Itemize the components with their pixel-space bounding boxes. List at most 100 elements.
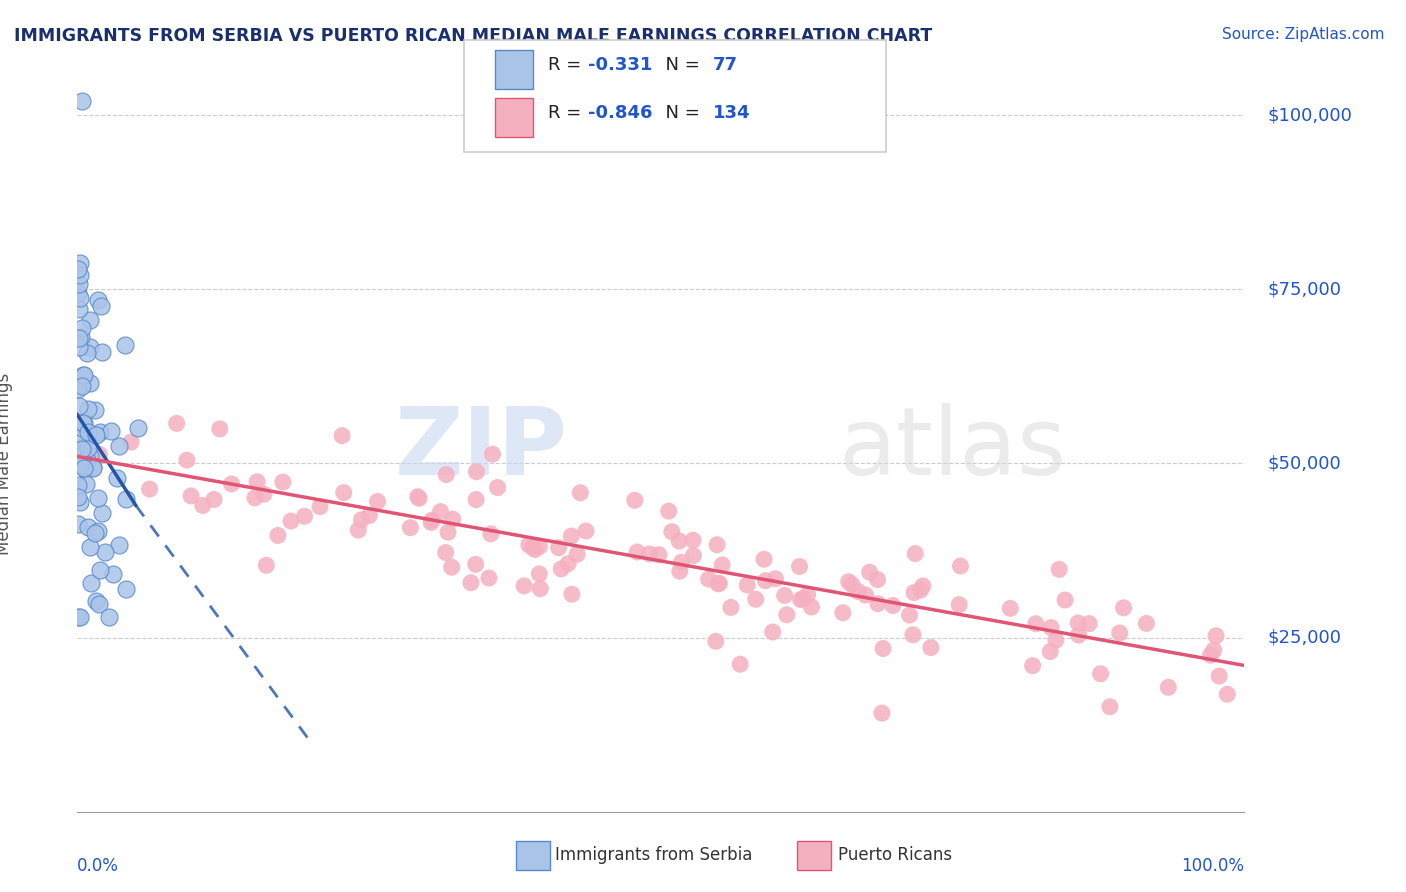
- Point: [294, 509, 316, 524]
- Point: [831, 606, 853, 620]
- Text: $75,000: $75,000: [1268, 280, 1341, 298]
- Point: [105, 470, 128, 484]
- Point: [524, 542, 547, 557]
- Point: [949, 559, 972, 574]
- Point: [76, 453, 98, 467]
- Text: IMMIGRANTS FROM SERBIA VS PUERTO RICAN MEDIAN MALE EARNINGS CORRELATION CHART: IMMIGRANTS FROM SERBIA VS PUERTO RICAN M…: [14, 27, 932, 45]
- Point: [522, 541, 544, 555]
- Point: [309, 500, 332, 514]
- Point: [69, 376, 91, 391]
- Point: [903, 585, 925, 599]
- Point: [243, 491, 266, 505]
- Point: [83, 526, 105, 541]
- Point: [658, 504, 681, 518]
- Point: [67, 399, 90, 413]
- Point: [529, 566, 551, 581]
- Point: [94, 545, 117, 559]
- Point: [267, 528, 290, 542]
- Point: [1199, 648, 1222, 662]
- Point: [638, 547, 661, 561]
- Text: 0.0%: 0.0%: [77, 857, 120, 875]
- Point: [366, 494, 388, 508]
- Point: [1067, 615, 1090, 630]
- Point: [67, 491, 90, 505]
- Point: [872, 641, 894, 656]
- Point: [789, 559, 811, 574]
- Point: [70, 421, 93, 435]
- Point: [434, 545, 457, 559]
- Point: [280, 514, 302, 528]
- Point: [75, 458, 97, 473]
- Point: [1205, 629, 1227, 643]
- Point: [513, 579, 536, 593]
- Point: [69, 454, 91, 468]
- Point: [79, 540, 101, 554]
- Point: [920, 640, 942, 655]
- Point: [547, 541, 569, 555]
- Point: [1040, 621, 1063, 635]
- Text: atlas: atlas: [838, 403, 1067, 495]
- Point: [465, 492, 488, 507]
- Point: [697, 572, 720, 586]
- Point: [1202, 643, 1225, 657]
- Point: [82, 459, 104, 474]
- Text: ZIP: ZIP: [395, 403, 568, 495]
- Point: [464, 558, 486, 572]
- Point: [709, 576, 731, 591]
- Point: [67, 382, 90, 396]
- Point: [138, 482, 160, 496]
- Point: [1090, 666, 1112, 681]
- Point: [707, 576, 730, 591]
- Point: [434, 467, 457, 482]
- Text: Immigrants from Serbia: Immigrants from Serbia: [555, 847, 752, 864]
- Point: [623, 493, 645, 508]
- Point: [70, 455, 93, 469]
- Point: [486, 481, 509, 495]
- Point: [735, 578, 758, 592]
- Point: [882, 599, 904, 613]
- Text: N =: N =: [654, 104, 706, 122]
- Point: [66, 609, 89, 624]
- Point: [870, 706, 893, 720]
- Point: [221, 477, 243, 491]
- Point: [69, 291, 91, 305]
- Point: [1216, 687, 1239, 701]
- Text: 77: 77: [713, 56, 738, 74]
- Point: [66, 261, 89, 276]
- Point: [87, 524, 110, 538]
- Point: [800, 600, 823, 615]
- Point: [69, 495, 91, 509]
- Point: [1045, 633, 1067, 648]
- Point: [70, 442, 93, 456]
- Point: [66, 516, 89, 531]
- Point: [84, 594, 107, 608]
- Text: $50,000: $50,000: [1268, 454, 1341, 473]
- Point: [73, 368, 96, 383]
- Point: [762, 625, 785, 640]
- Point: [350, 513, 373, 527]
- Point: [1025, 616, 1047, 631]
- Point: [460, 575, 482, 590]
- Point: [115, 582, 138, 596]
- Point: [253, 487, 276, 501]
- Point: [399, 521, 422, 535]
- Point: [517, 538, 540, 552]
- Point: [866, 573, 889, 587]
- Point: [73, 439, 96, 453]
- Point: [79, 340, 101, 354]
- Point: [846, 584, 869, 599]
- Point: [202, 492, 225, 507]
- Point: [332, 485, 354, 500]
- Point: [1000, 601, 1022, 615]
- Point: [87, 597, 110, 611]
- Point: [166, 417, 188, 431]
- Point: [108, 538, 131, 552]
- Point: [79, 376, 101, 390]
- Point: [866, 597, 889, 611]
- Point: [70, 379, 93, 393]
- Text: Source: ZipAtlas.com: Source: ZipAtlas.com: [1222, 27, 1385, 42]
- Point: [752, 552, 775, 566]
- Point: [557, 557, 579, 571]
- Point: [704, 634, 727, 648]
- Point: [792, 591, 814, 606]
